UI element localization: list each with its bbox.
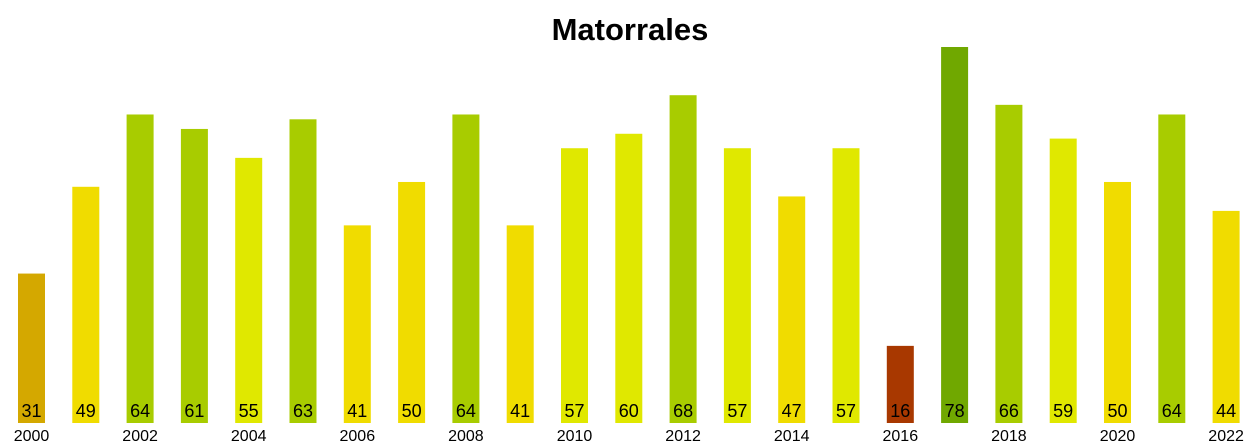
value-label: 78 [945,401,965,421]
value-label: 47 [782,401,802,421]
bar [886,345,914,423]
value-label: 64 [1162,401,1182,421]
bar [669,95,697,423]
value-label: 57 [836,401,856,421]
bar [180,128,208,423]
value-label: 64 [456,401,476,421]
value-label: 16 [890,401,910,421]
value-label: 41 [347,401,367,421]
x-tick-label: 2022 [1208,428,1244,445]
value-label: 31 [21,401,41,421]
bar [778,196,806,423]
chart-title: Matorrales [552,12,709,47]
bar [398,181,426,423]
x-tick-label: 2010 [557,428,593,445]
value-label: 57 [564,401,584,421]
value-label: 64 [130,401,150,421]
bar [72,186,100,423]
x-tick-label: 2016 [883,428,919,445]
x-tick-label: 2018 [991,428,1027,445]
bar [126,114,154,423]
value-label: 50 [402,401,422,421]
value-label: 49 [76,401,96,421]
value-label: 50 [1107,401,1127,421]
bar [1212,210,1240,423]
x-tick-label: 2000 [14,428,50,445]
x-tick-label: 2004 [231,428,267,445]
x-tick-label: 2020 [1100,428,1136,445]
bar [235,157,263,423]
x-tick-label: 2006 [340,428,376,445]
bar [1158,114,1186,423]
bar [506,225,534,423]
bar [18,273,45,423]
bar [832,148,860,423]
bar [343,225,371,423]
value-label: 44 [1216,401,1236,421]
x-tick-label: 2008 [448,428,484,445]
bar [452,114,480,423]
x-tick-label: 2012 [665,428,701,445]
value-label: 61 [184,401,204,421]
value-label: 66 [999,401,1019,421]
value-label: 57 [727,401,747,421]
value-label: 59 [1053,401,1073,421]
value-label: 63 [293,401,313,421]
bar [289,119,317,424]
bar [615,133,643,423]
value-label: 55 [239,401,259,421]
value-label: 41 [510,401,530,421]
bar [561,148,588,423]
bar [941,47,969,423]
bar [723,148,751,423]
x-tick-label: 2002 [122,428,158,445]
x-tick-label: 2014 [774,428,810,445]
bar [1104,181,1131,423]
bar [1049,138,1077,424]
value-label: 60 [619,401,639,421]
bar [995,104,1023,423]
value-label: 68 [673,401,693,421]
